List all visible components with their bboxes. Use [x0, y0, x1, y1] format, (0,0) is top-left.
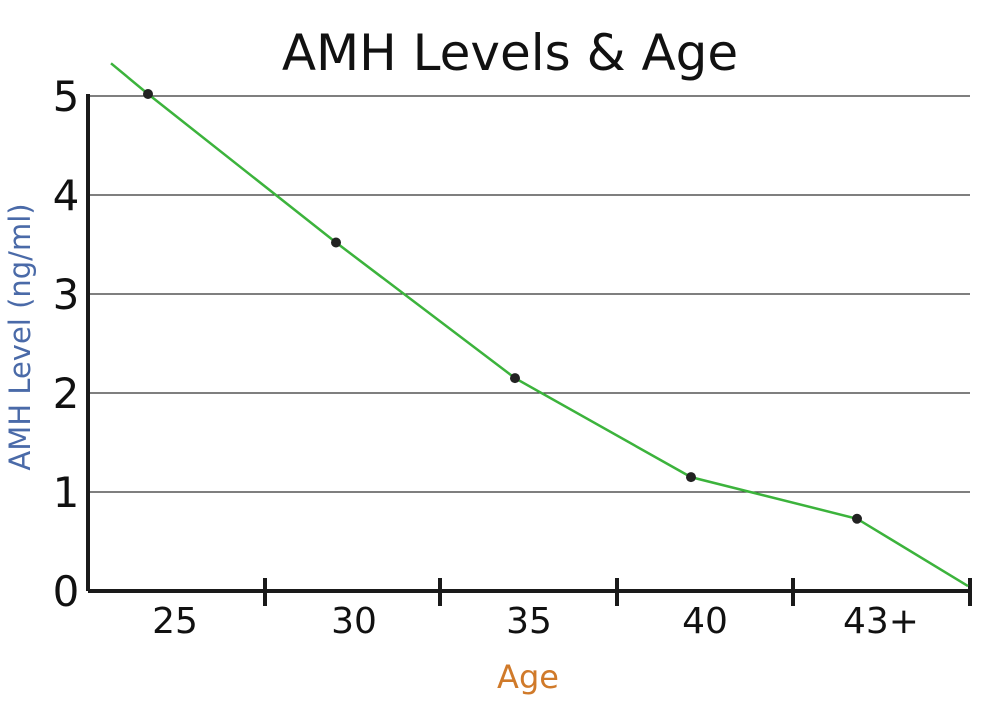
data-point-40 — [686, 472, 696, 483]
y-tick-label-1: 1 — [53, 468, 80, 517]
data-points — [143, 89, 862, 524]
y-axis-ticks: 0 1 2 3 4 5 — [53, 72, 80, 616]
y-axis-label: AMH Level (ng/ml) — [3, 203, 37, 470]
y-tick-label-2: 2 — [53, 369, 80, 418]
data-point-25 — [143, 89, 153, 100]
data-point-35 — [510, 373, 520, 384]
data-point-43plus — [852, 513, 862, 524]
data-point-30 — [331, 237, 341, 248]
chart-title: AMH Levels & Age — [282, 24, 738, 82]
x-tick-label-25: 25 — [152, 601, 198, 642]
grid-lines — [88, 95, 970, 493]
x-tick-label-35: 35 — [506, 601, 552, 642]
y-tick-label-4: 4 — [53, 171, 80, 220]
y-tick-label-5: 5 — [53, 72, 80, 121]
x-axis-label: Age — [497, 658, 559, 696]
x-axis-ticks: 25 30 35 40 43+ — [152, 578, 972, 642]
series-line — [110, 62, 969, 588]
x-tick-label-40: 40 — [682, 601, 728, 642]
x-tick-label-43plus: 43+ — [843, 601, 919, 642]
x-tick-label-30: 30 — [331, 601, 377, 642]
y-tick-label-0: 0 — [53, 567, 80, 616]
y-tick-label-3: 3 — [53, 270, 80, 319]
